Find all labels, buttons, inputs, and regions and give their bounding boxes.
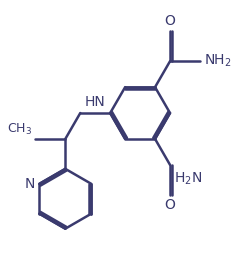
Text: O: O (165, 198, 175, 212)
Text: HN: HN (85, 96, 106, 109)
Text: H$_2$N: H$_2$N (174, 170, 202, 186)
Text: NH$_2$: NH$_2$ (203, 53, 231, 69)
Text: CH$_3$: CH$_3$ (7, 122, 32, 137)
Text: N: N (25, 177, 35, 191)
Text: O: O (165, 14, 175, 28)
